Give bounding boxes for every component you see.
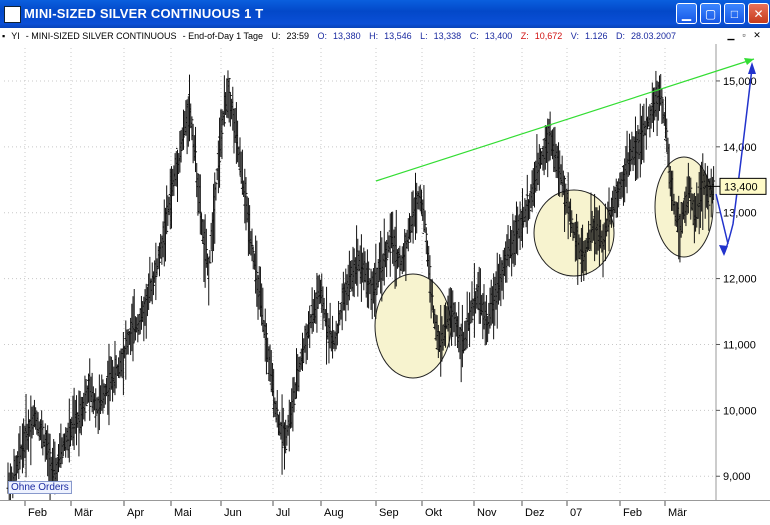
ohlc-series (6, 70, 716, 511)
z-label: Z: (520, 31, 529, 41)
x-tick-label: Jun (224, 507, 242, 519)
minimize-button[interactable]: ▁ (676, 3, 697, 24)
x-tick-label: Aug (324, 507, 344, 519)
close-button[interactable]: ✕ (748, 3, 769, 24)
x-tick-label: Dez (525, 507, 545, 519)
app-icon (4, 6, 21, 23)
x-tick-label: 07 (570, 507, 582, 519)
up-arrow-head (748, 62, 756, 74)
x-tick-label: Feb (28, 507, 47, 519)
trend-line (375, 58, 755, 182)
quote-info-bar: ▪ YI - MINI-SIZED SILVER CONTINUOUS - End-o… (0, 28, 770, 45)
z-value: 10,672 (534, 31, 563, 41)
down-arrow-line (723, 67, 753, 255)
y-tick-label: 12,000 (723, 274, 757, 286)
h-label: H: (369, 31, 379, 41)
last-price-label: 13,400 (724, 181, 758, 193)
v-value: 1.126 (584, 31, 608, 41)
x-tick-label: Jul (276, 507, 290, 519)
instrument-name: MINI-SIZED SILVER CONTINUOUS (31, 31, 177, 41)
time-axis: Feb Mär Apr Mai Jun Jul Aug Sep Okt Nov Dez 07 Feb Mä… (0, 500, 770, 520)
chart-area[interactable]: 15,000 14,000 13,000 12,000 11,000 10,000 9,00… (0, 44, 770, 511)
restore-button[interactable]: ▢ (700, 3, 721, 24)
c-label: C: (469, 31, 479, 41)
chart-icon: ▪ (2, 31, 6, 41)
window-title: MINI-SIZED SILVER CONTINUOUS 1 T (24, 6, 264, 21)
trend-arrow-head (744, 58, 754, 65)
price-chart[interactable]: 15,000 14,000 13,000 12,000 11,000 10,000 9,00… (0, 44, 770, 511)
y-tick-label: 9,000 (723, 471, 751, 483)
x-tick-label: Apr (127, 507, 144, 519)
x-tick-label: Okt (425, 507, 442, 519)
y-tick-label: 14,000 (723, 142, 757, 154)
v-label: V: (570, 31, 579, 41)
y-tick-label: 15,000 (723, 76, 757, 88)
y-tick-label: 10,000 (723, 405, 757, 417)
period: End-of-Day 1 Tage (188, 31, 263, 41)
chart-minimize-icon[interactable]: ▁ (727, 30, 735, 40)
l-label: L: (420, 31, 428, 41)
symbol: YI (11, 31, 20, 41)
y-tick-label: 13,000 (723, 208, 757, 220)
o-label: O: (317, 31, 328, 41)
chart-close-icon[interactable]: ✕ (753, 30, 761, 40)
ohne-orders-badge[interactable]: Ohne Orders (8, 481, 72, 494)
x-tick-label: Sep (379, 507, 399, 519)
u-value: 23:59 (286, 31, 310, 41)
x-tick-label: Nov (477, 507, 497, 519)
y-tick-label: 11,000 (723, 339, 756, 351)
chart-restore-icon[interactable]: ▫ (742, 30, 746, 40)
h-value: 13,546 (384, 31, 412, 41)
u-label: U: (271, 31, 281, 41)
highlight-ellipse (374, 273, 452, 379)
d-label: D: (616, 31, 626, 41)
d-value: 28.03.2007 (631, 31, 677, 41)
time-axis-svg: Feb Mär Apr Mai Jun Jul Aug Sep Okt Nov Dez 07 Feb Mä… (24, 501, 687, 519)
x-tick-label: Mai (174, 507, 192, 519)
title-bar: MINI-SIZED SILVER CONTINUOUS 1 T ▁ ▢ □ ✕ (0, 0, 770, 28)
x-tick-label: Mär (74, 507, 93, 519)
down-arrow-head (719, 245, 728, 256)
l-value: 13,338 (433, 31, 462, 41)
down-arrow-line-2 (715, 193, 729, 245)
c-value: 13,400 (484, 31, 513, 41)
x-tick-label: Mär (668, 507, 687, 519)
o-value: 13,380 (333, 31, 361, 41)
maximize-button[interactable]: □ (724, 3, 745, 24)
x-tick-label: Feb (623, 507, 642, 519)
